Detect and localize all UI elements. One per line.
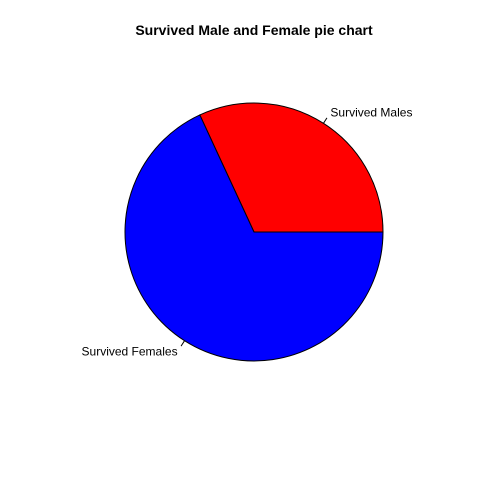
- pie-label: Survived Males: [330, 105, 412, 119]
- pie-slice-survived-females: [124, 114, 384, 362]
- pie-slices: [124, 102, 384, 362]
- pie-label: Survived Females: [82, 345, 178, 359]
- pie-label-tick: [180, 340, 185, 347]
- chart-title: Survived Male and Female pie chart: [135, 22, 373, 38]
- pie-label-tick: [323, 117, 328, 124]
- pie-labels: Survived Males Survived Females: [82, 105, 413, 358]
